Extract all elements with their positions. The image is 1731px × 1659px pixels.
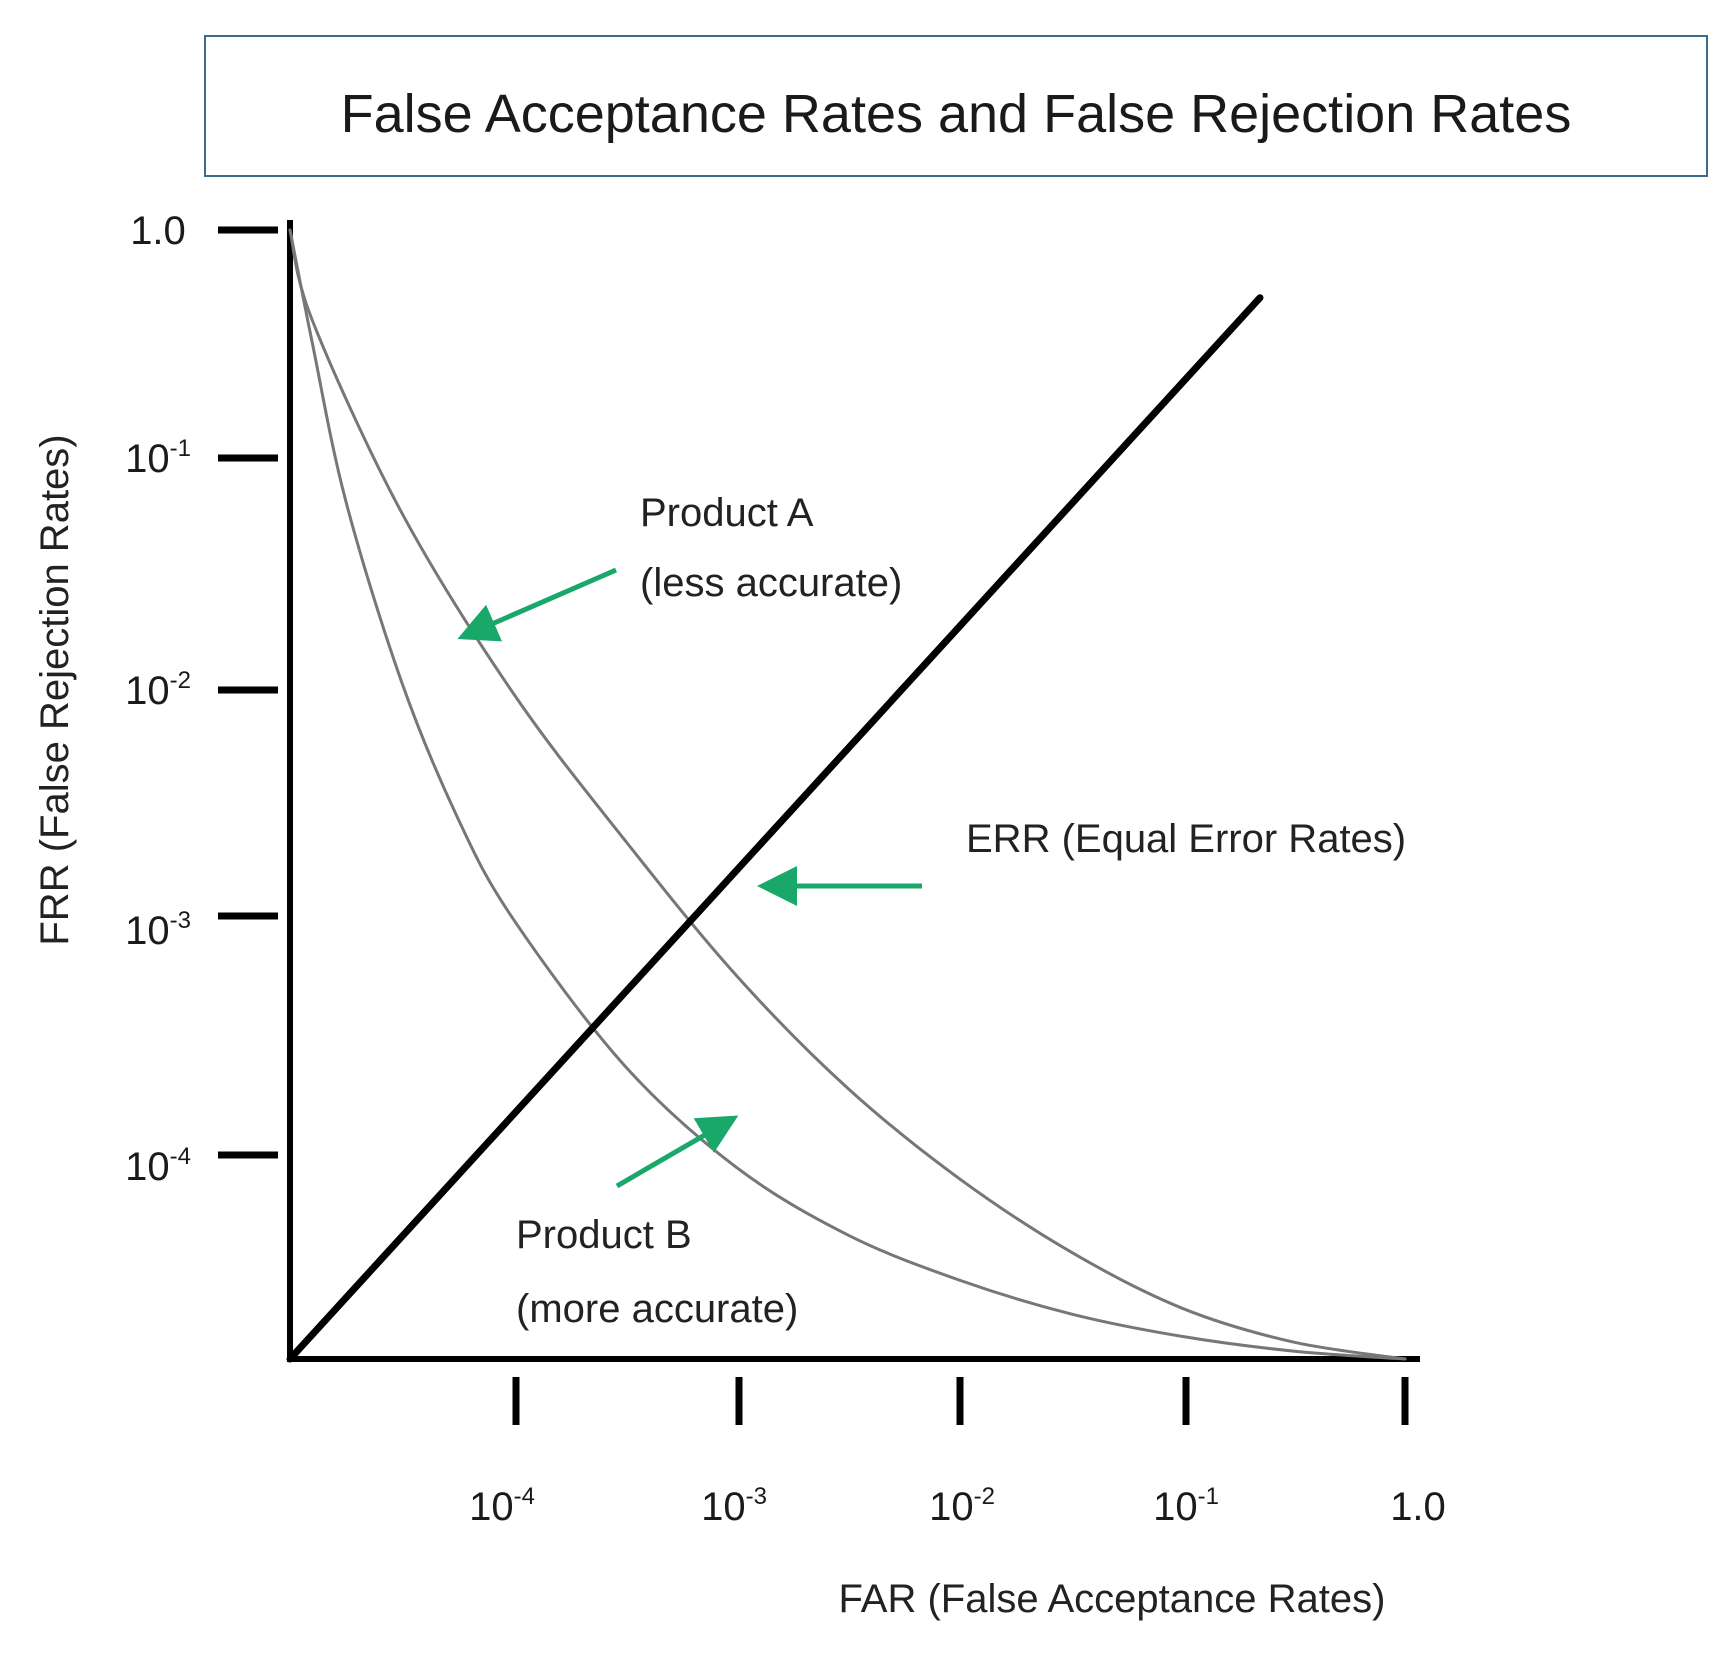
product-b-sublabel: (more accurate) bbox=[516, 1287, 798, 1331]
y-tick-label: 10-1 bbox=[125, 435, 191, 481]
y-axis-label: FRR (False Rejection Rates) bbox=[33, 434, 77, 945]
x-tick-label: 10-4 bbox=[469, 1483, 535, 1529]
series-layer bbox=[286, 228, 1407, 1363]
product-b-label: Product B bbox=[516, 1213, 692, 1257]
y-tick-label: 10-2 bbox=[125, 667, 191, 713]
x-axis-label: FAR (False Acceptance Rates) bbox=[839, 1577, 1386, 1621]
y-tick-label: 10-3 bbox=[125, 907, 191, 953]
product-b-curve bbox=[288, 228, 1407, 1361]
err-label: ERR (Equal Error Rates) bbox=[966, 817, 1406, 861]
chart-title: False Acceptance Rates and False Rejecti… bbox=[341, 84, 1572, 144]
x-tick-label: 10-1 bbox=[1153, 1483, 1219, 1529]
title-box bbox=[204, 35, 1708, 177]
x-tick-label: 10-2 bbox=[929, 1483, 995, 1529]
product-b-arrow bbox=[615, 1115, 739, 1189]
product-a-curve bbox=[288, 228, 1407, 1361]
x-tick-label: 10-3 bbox=[701, 1483, 767, 1529]
product-a-label: Product A bbox=[640, 491, 814, 535]
y-tick-label: 1.0 bbox=[130, 209, 186, 253]
err-line-curve bbox=[286, 294, 1264, 1363]
product-a-sublabel: (less accurate) bbox=[640, 561, 902, 605]
product-a-arrow bbox=[457, 567, 617, 642]
x-tick-label: 1.0 bbox=[1390, 1485, 1446, 1529]
y-tick-label: 10-4 bbox=[125, 1143, 191, 1189]
